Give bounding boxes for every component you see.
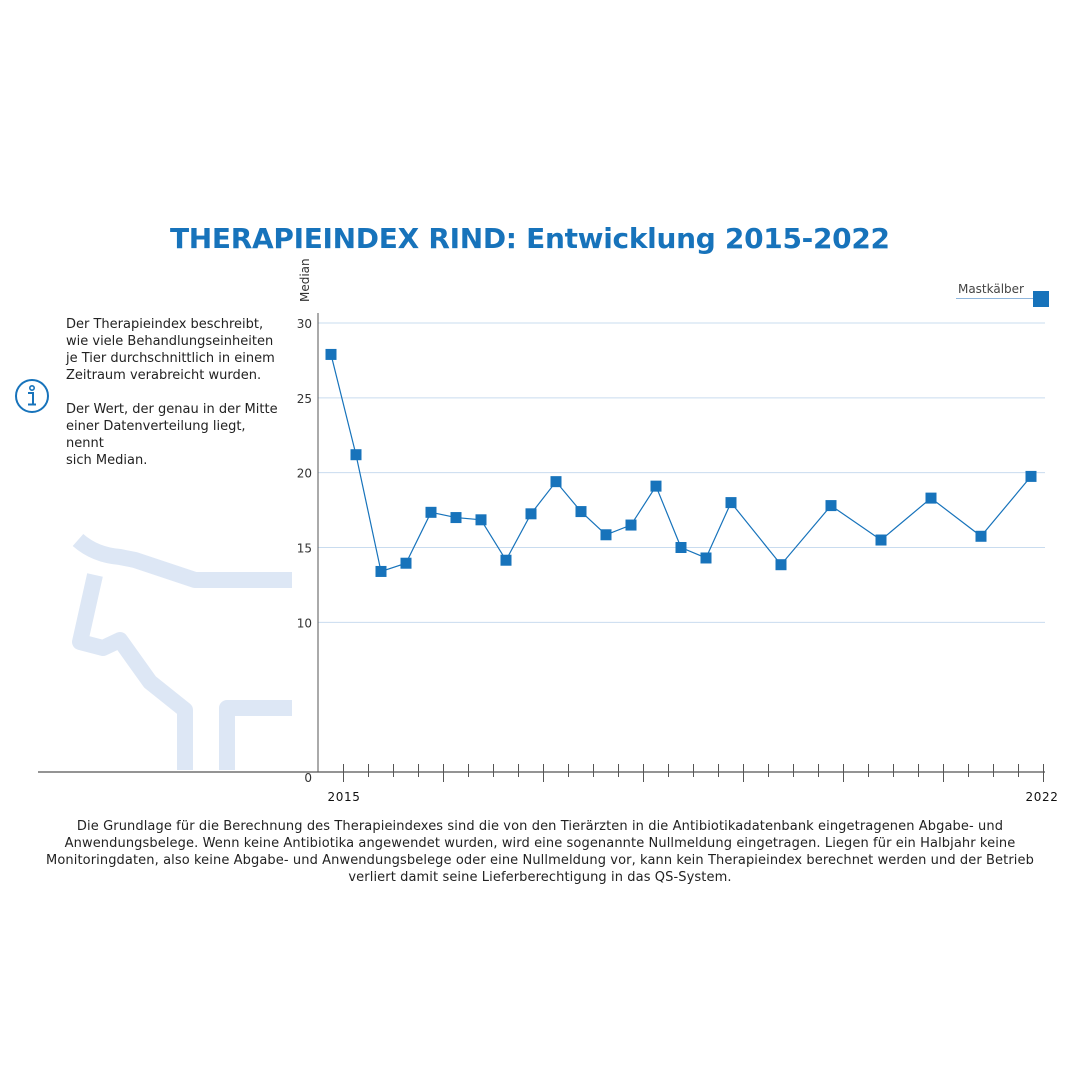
data-point-20 [925, 492, 937, 504]
info-paragraph-2: Der Wert, der genau in der Mitte einer D… [66, 402, 278, 468]
y-tick-label-30: 30 [297, 317, 312, 331]
data-point-19 [875, 534, 887, 546]
y-tick-label-10: 10 [297, 616, 312, 630]
data-point-16 [725, 497, 737, 509]
data-point-4 [425, 506, 437, 518]
data-point-22 [1025, 470, 1037, 482]
data-point-0 [325, 348, 337, 360]
y-axis-label: Median [298, 258, 312, 302]
data-point-6 [475, 514, 487, 526]
footer-note: Die Grundlage für die Berechnung des The… [46, 819, 1034, 885]
y-tick-label-15: 15 [297, 542, 312, 556]
data-point-1 [350, 449, 362, 461]
data-point-5 [450, 512, 462, 524]
data-point-3 [400, 557, 412, 569]
chart-title: THERAPIEINDEX RIND: Entwicklung 2015-202… [170, 222, 890, 255]
series-line-0 [330, 354, 1032, 573]
x-tick-label-end: 2022 [1026, 790, 1059, 804]
y-tick-label-0: 0 [304, 771, 312, 785]
y-axis-label-text: Median [298, 258, 312, 302]
line-chart: 0 10 15 20 25 30 2015 2022 Mastkälber [38, 282, 1059, 804]
x-tick-label-start: 2015 [328, 790, 361, 804]
info-text: Der Therapieindex beschreibt, wie viele … [66, 316, 281, 469]
data-point-21 [975, 530, 987, 542]
data-point-2 [375, 565, 387, 577]
data-point-7 [500, 554, 512, 566]
data-point-11 [600, 529, 612, 541]
y-tick-label-25: 25 [297, 392, 312, 406]
legend-marker [1033, 291, 1049, 307]
data-point-10 [575, 506, 587, 518]
data-point-12 [625, 519, 637, 531]
data-point-13 [650, 480, 662, 492]
y-tick-label-20: 20 [297, 467, 312, 481]
data-point-18 [825, 500, 837, 512]
info-icon [15, 379, 49, 413]
data-point-17 [775, 559, 787, 571]
info-paragraph-1: Der Therapieindex beschreibt, wie viele … [66, 317, 275, 383]
data-point-15 [700, 552, 712, 564]
data-point-9 [550, 476, 562, 488]
data-point-14 [675, 542, 687, 553]
legend-label: Mastkälber [958, 282, 1024, 296]
data-point-8 [525, 508, 537, 520]
cow-outline-graphic [72, 533, 292, 770]
